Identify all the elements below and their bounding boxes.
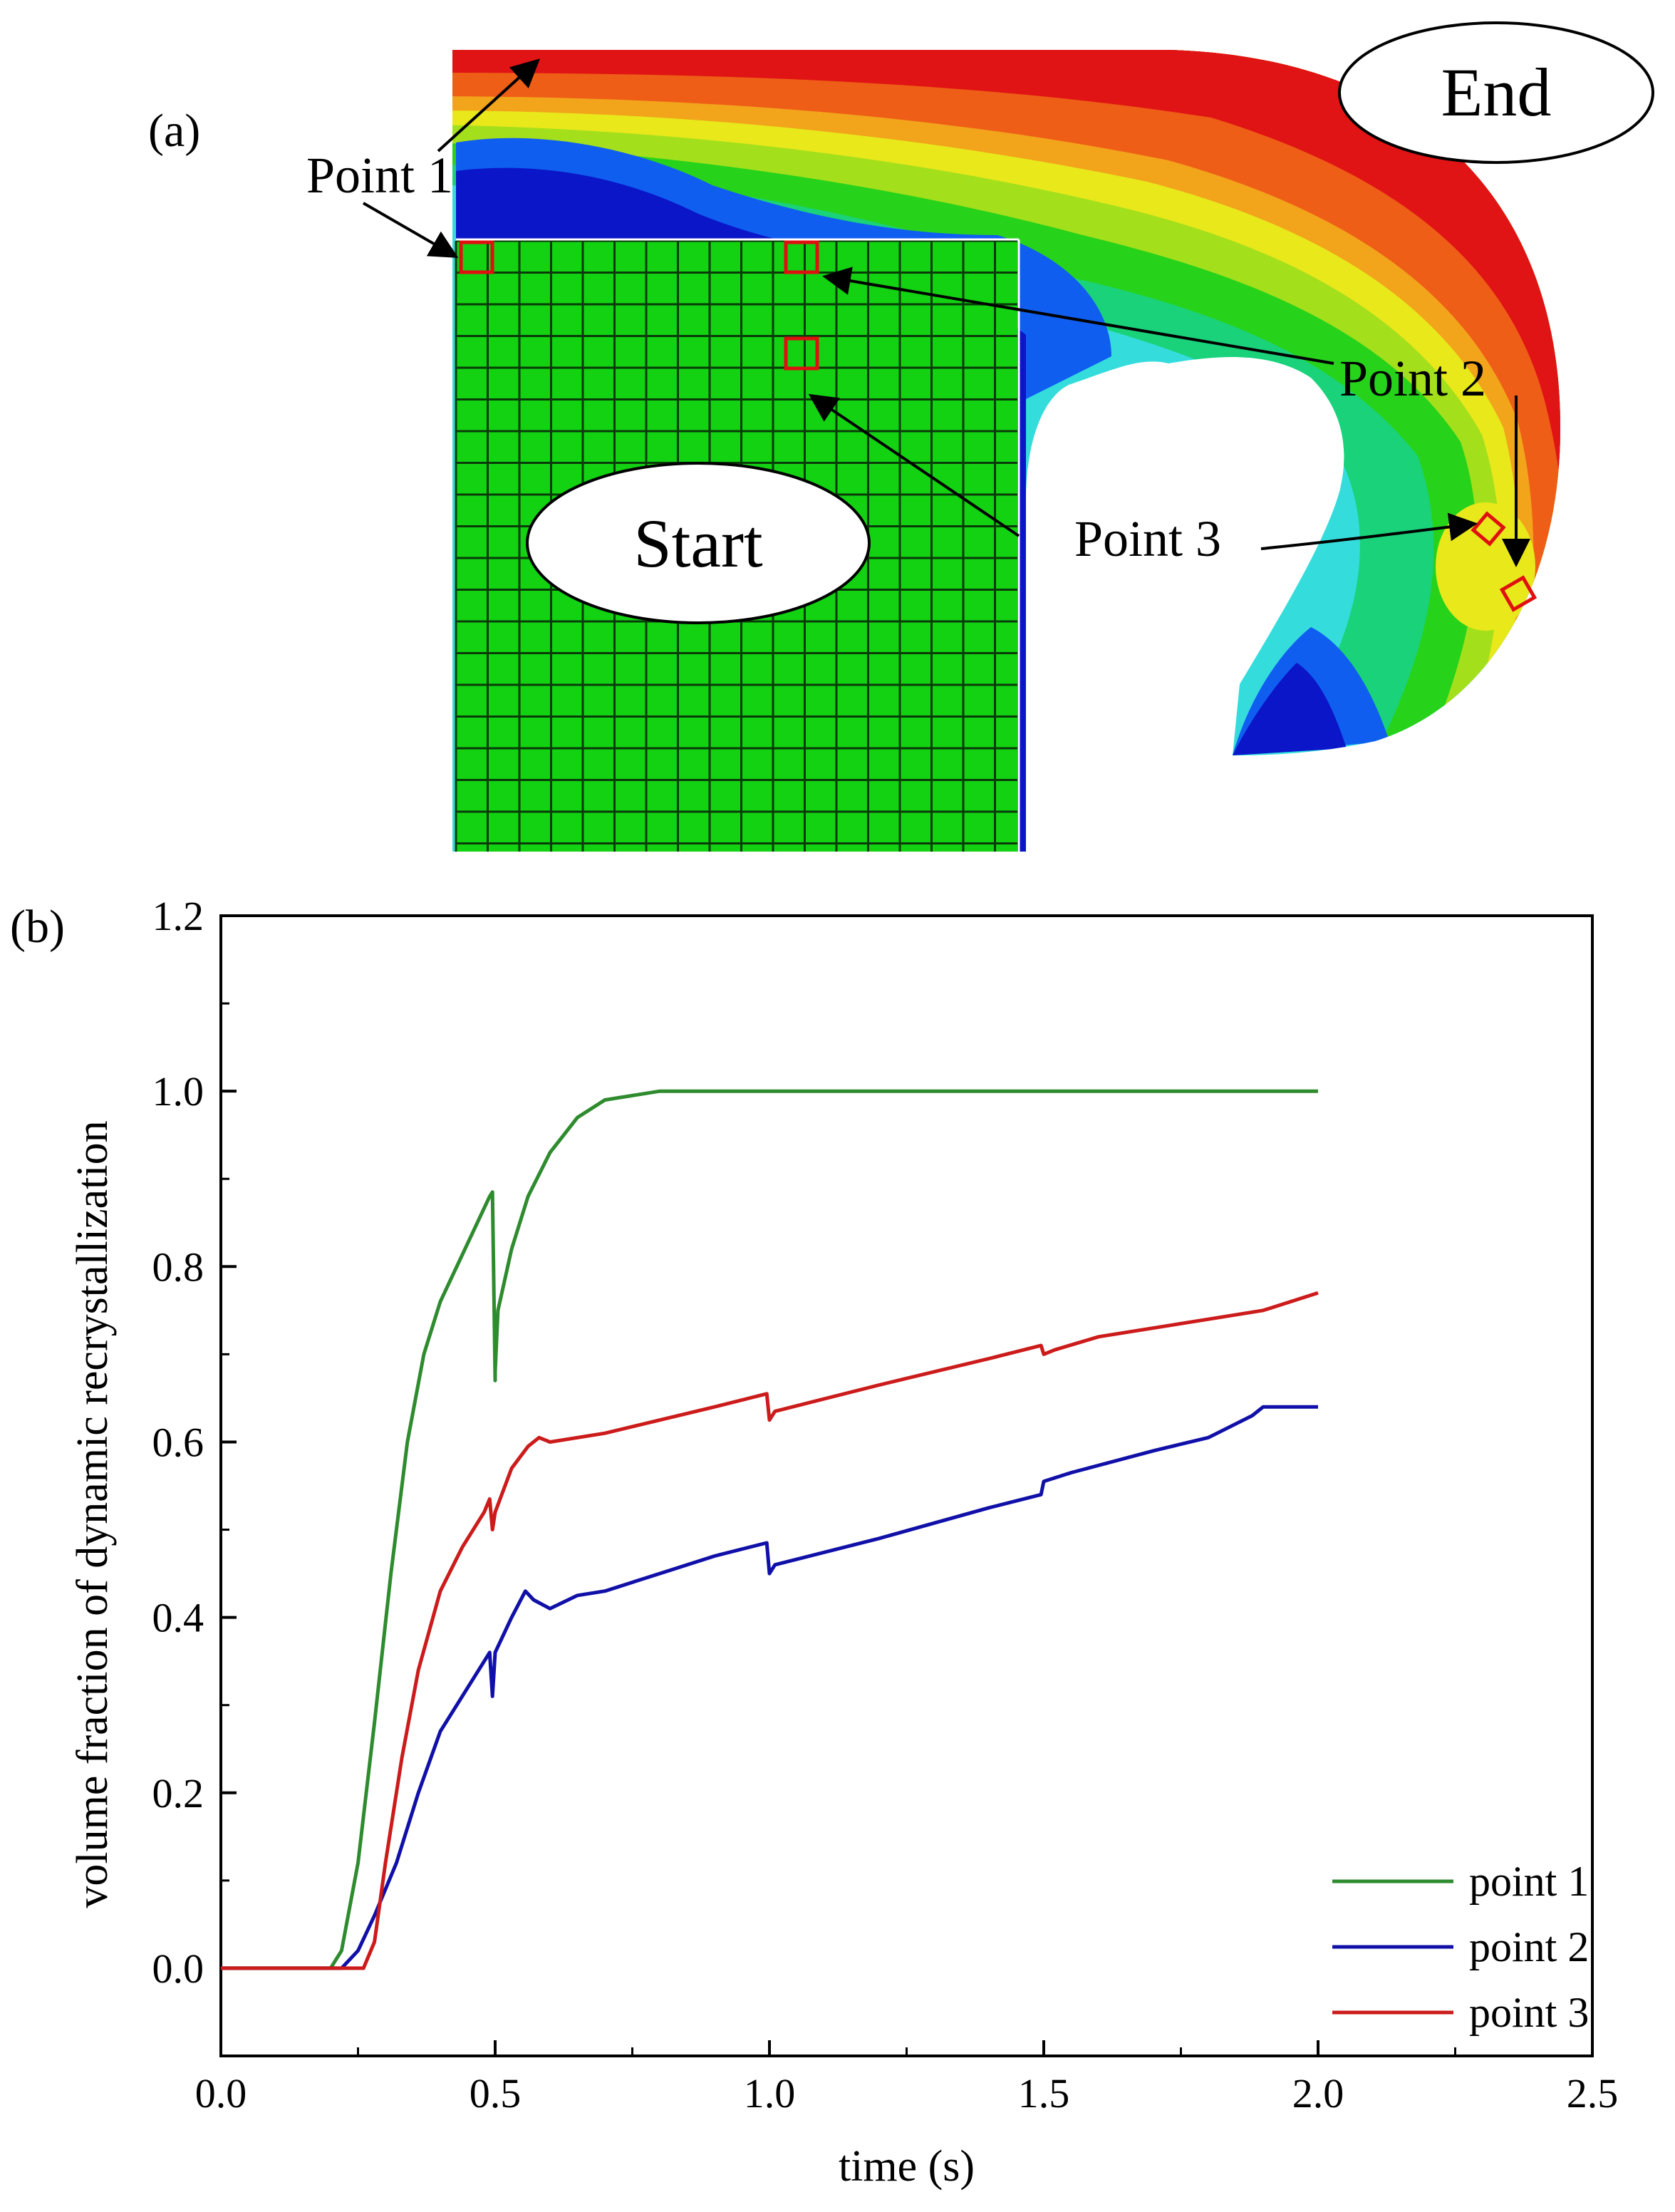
panel-a-label: (a) [148,105,200,157]
arrow-point-3-deformed [1260,512,1478,550]
legend-label: point 1 [1469,1858,1589,1905]
arrow-point-1-mesh [363,202,459,258]
panel-b-chart: (b) 0.0 0.5 1.0 1.5 2.0 2.5 0.0 0.2 0.4 0.6 0.8 1.… [10,893,1618,2191]
annotation-point-3: Point 3 [1074,510,1221,567]
x-axis-ticks: 0.0 0.5 1.0 1.5 2.0 2.5 [195,2040,1619,2117]
y-tick-label: 1.2 [152,893,204,939]
contour-band [452,50,1560,784]
series-line-point-3 [221,1291,1319,1970]
marker-point-2-deformed [1499,575,1537,612]
y-tick-label: 0.4 [152,1595,204,1641]
series-line-point-2 [221,1405,1318,1970]
contour-band [1436,502,1535,631]
contour-band [1233,663,1347,755]
x-tick-label: 1.5 [1018,2070,1070,2117]
marker-point-1-mesh [459,240,494,274]
series-layer [221,1089,1319,1970]
marker-point-3-deformed [1471,511,1506,547]
marker-point-3-mesh [784,336,819,371]
annotation-point-1: Point 1 [306,147,453,204]
start-label: Start [633,505,763,582]
x-axis-title: time (s) [839,2142,975,2191]
arrow-point-3-mesh [808,393,1020,537]
end-label: End [1441,54,1552,130]
plot-area: 0.0 0.5 1.0 1.5 2.0 2.5 0.0 0.2 0.4 0.6 0.8 1.0 1.2… [152,893,1619,2117]
y-tick-label: 1.0 [152,1068,204,1115]
x-tick-label: 0.0 [195,2070,247,2117]
panel-b-label: (b) [10,901,65,953]
x-tick-label: 2.5 [1567,2070,1619,2117]
series-line-point-1 [221,1089,1318,1970]
end-bubble [1338,21,1654,164]
annotation-arrows [363,58,1530,567]
y-tick-label: 0.0 [152,1945,204,1992]
y-tick-label: 0.8 [152,1244,204,1290]
plot-frame [219,914,1594,2057]
x-tick-label: 0.5 [470,2070,522,2117]
marker-point-2-mesh [784,240,819,274]
annotation-point-2: Point 2 [1339,350,1486,407]
y-tick-label: 0.2 [152,1770,204,1816]
arrow-point-2-mesh [822,267,1334,365]
point-markers [459,240,1537,612]
y-tick-label: 0.6 [152,1419,204,1465]
y-axis-title: volume fraction of dynamic recrystalliza… [68,1120,117,1908]
legend-label: point 2 [1469,1923,1589,1970]
x-tick-label: 1.0 [744,2070,796,2117]
arrow-point-1-deformed [437,58,540,153]
y-axis-ticks: 0.0 0.2 0.4 0.6 0.8 1.0 1.2 [152,893,237,2057]
start-bubble [526,462,871,624]
legend-label: point 3 [1469,1989,1589,2036]
legend: point 1 point 2 point 3 [1332,1858,1589,2036]
panel-a-simulation: (a) [148,21,1654,852]
x-tick-label: 2.0 [1292,2070,1344,2117]
